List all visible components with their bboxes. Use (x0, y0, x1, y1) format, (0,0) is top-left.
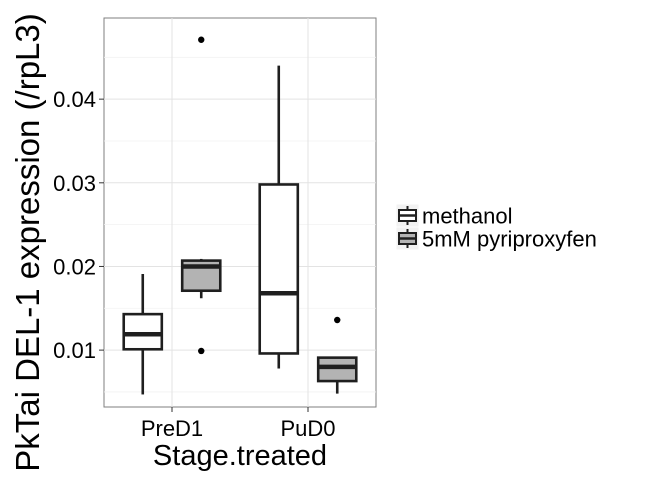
x-tick-label: PreD1 (141, 416, 203, 441)
x-axis-label: Stage.treated (153, 440, 327, 472)
y-axis-label: PkTai DEL-1 expression (/rpL3) (9, 13, 46, 472)
y-tick-label: 0.01 (53, 338, 96, 363)
y-tick-label: 0.02 (53, 254, 96, 279)
x-axis: PreD1 PuD0 (141, 407, 336, 441)
outlier-point (334, 316, 341, 324)
box-PreD1-methanol (122, 273, 164, 395)
grid-lines (104, 18, 376, 407)
outlier-point (198, 36, 205, 43)
legend-label: 5mM pyriproxyfen (422, 227, 597, 252)
box-iqr (258, 183, 300, 355)
box-PreD1-5mM-pyriproxyfen (180, 36, 222, 355)
legend-entry: methanol (395, 203, 513, 229)
box-iqr (316, 356, 358, 383)
box-PuD0-5mM-pyriproxyfen (316, 316, 358, 394)
legend-label: methanol (422, 204, 513, 229)
outlier-point (198, 347, 205, 355)
boxes-layer (122, 36, 358, 395)
box-PuD0-methanol (258, 65, 300, 369)
y-tick-label: 0.03 (53, 171, 96, 196)
box-iqr (122, 312, 164, 351)
y-axis: 0.01 0.02 0.03 0.04 (53, 87, 104, 363)
y-tick-label: 0.04 (53, 87, 96, 112)
x-tick-label: PuD0 (280, 416, 335, 441)
legend-entry: 5mM pyriproxyfen (395, 226, 597, 252)
